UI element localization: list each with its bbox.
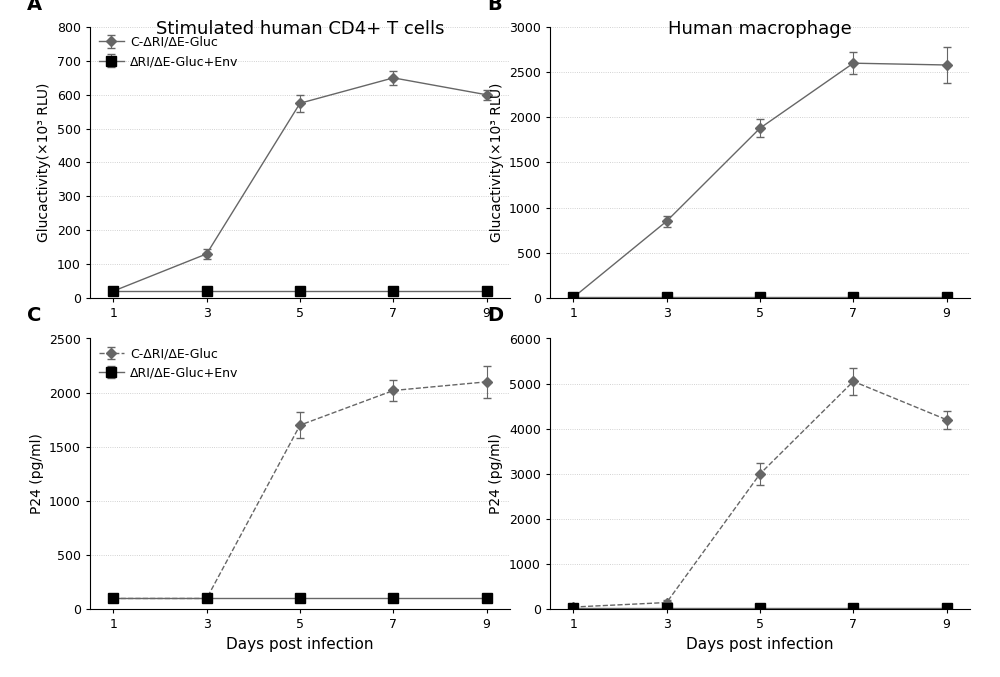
Y-axis label: Glucactivity(×10³ RLU): Glucactivity(×10³ RLU) [490,83,504,242]
Text: A: A [27,0,42,14]
Legend: C-ΔRI/ΔE-Gluc, ΔRI/ΔE-Gluc+Env: C-ΔRI/ΔE-Gluc, ΔRI/ΔE-Gluc+Env [94,343,243,385]
X-axis label: Days post infection: Days post infection [686,637,834,652]
Y-axis label: P24 (pg/ml): P24 (pg/ml) [30,433,44,515]
Legend: C-ΔRI/ΔE-Gluc, ΔRI/ΔE-Gluc+Env: C-ΔRI/ΔE-Gluc, ΔRI/ΔE-Gluc+Env [94,31,243,73]
X-axis label: Days post infection: Days post infection [226,637,374,652]
Text: D: D [487,306,503,325]
Text: C: C [27,306,41,325]
Text: Stimulated human CD4+ T cells: Stimulated human CD4+ T cells [156,20,444,39]
Y-axis label: P24 (pg/ml): P24 (pg/ml) [489,433,503,515]
Y-axis label: Glucactivity(×10³ RLU): Glucactivity(×10³ RLU) [37,83,51,242]
Text: B: B [487,0,502,14]
Text: Human macrophage: Human macrophage [668,20,852,39]
